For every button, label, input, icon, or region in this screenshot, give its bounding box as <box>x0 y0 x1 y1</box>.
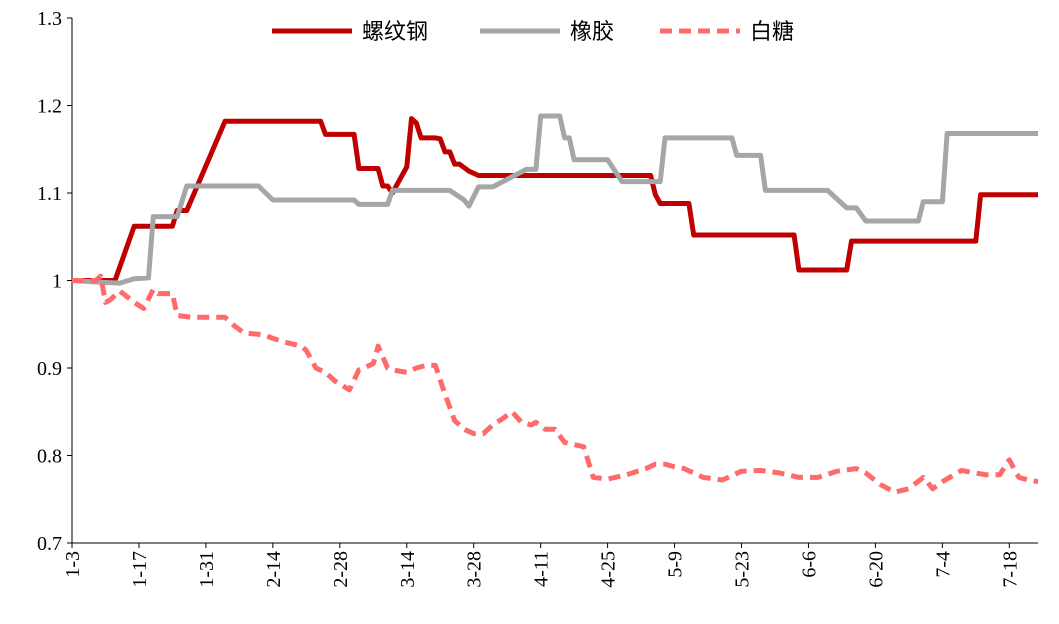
x-tick-label: 4-11 <box>531 551 553 587</box>
x-tick-label: 3-14 <box>397 551 419 588</box>
y-tick-label: 1.1 <box>37 183 62 205</box>
y-tick-label: 1.2 <box>37 96 62 118</box>
y-tick-label: 0.9 <box>37 358 62 380</box>
axes: 0.7 0.8 0.9 1 1.1 1.2 1.3 1-3 1-17 1-31 2-14 2-28 3-… <box>37 8 1038 588</box>
x-tick-label: 1-17 <box>129 551 151 588</box>
x-tick-label: 7-4 <box>932 551 954 578</box>
x-tick-label: 6-6 <box>798 551 820 578</box>
x-tick-label: 5-23 <box>732 551 754 588</box>
x-tick-label: 3-28 <box>464 551 486 588</box>
x-tick-label: 2-14 <box>263 551 285 588</box>
series-line-1 <box>72 116 1038 283</box>
x-tick-label: 1-31 <box>196 551 218 588</box>
series-line-3 <box>72 273 1039 495</box>
legend-label-2: 橡胶 <box>570 20 614 45</box>
x-tick-label: 5-9 <box>665 551 687 578</box>
y-tick-label: 1 <box>52 271 62 293</box>
y-tick-label: 0.7 <box>37 533 62 555</box>
y-tick-label: 1.3 <box>37 8 62 30</box>
legend-label-3: 白糖 <box>750 20 794 45</box>
x-tick-label: 7-18 <box>999 551 1021 588</box>
x-tick-label: 4-25 <box>598 551 620 588</box>
y-tick-label: 0.8 <box>37 446 62 468</box>
series-line-2 <box>71 113 1038 286</box>
x-tick-label: 1-3 <box>62 551 84 578</box>
legend: 螺纹钢 橡胶 白糖 <box>272 20 794 45</box>
x-tick-label: 2-28 <box>330 551 352 588</box>
legend-label-1: 螺纹钢 <box>362 20 428 45</box>
x-tick-label: 6-20 <box>865 551 887 588</box>
series-layer <box>71 113 1039 495</box>
